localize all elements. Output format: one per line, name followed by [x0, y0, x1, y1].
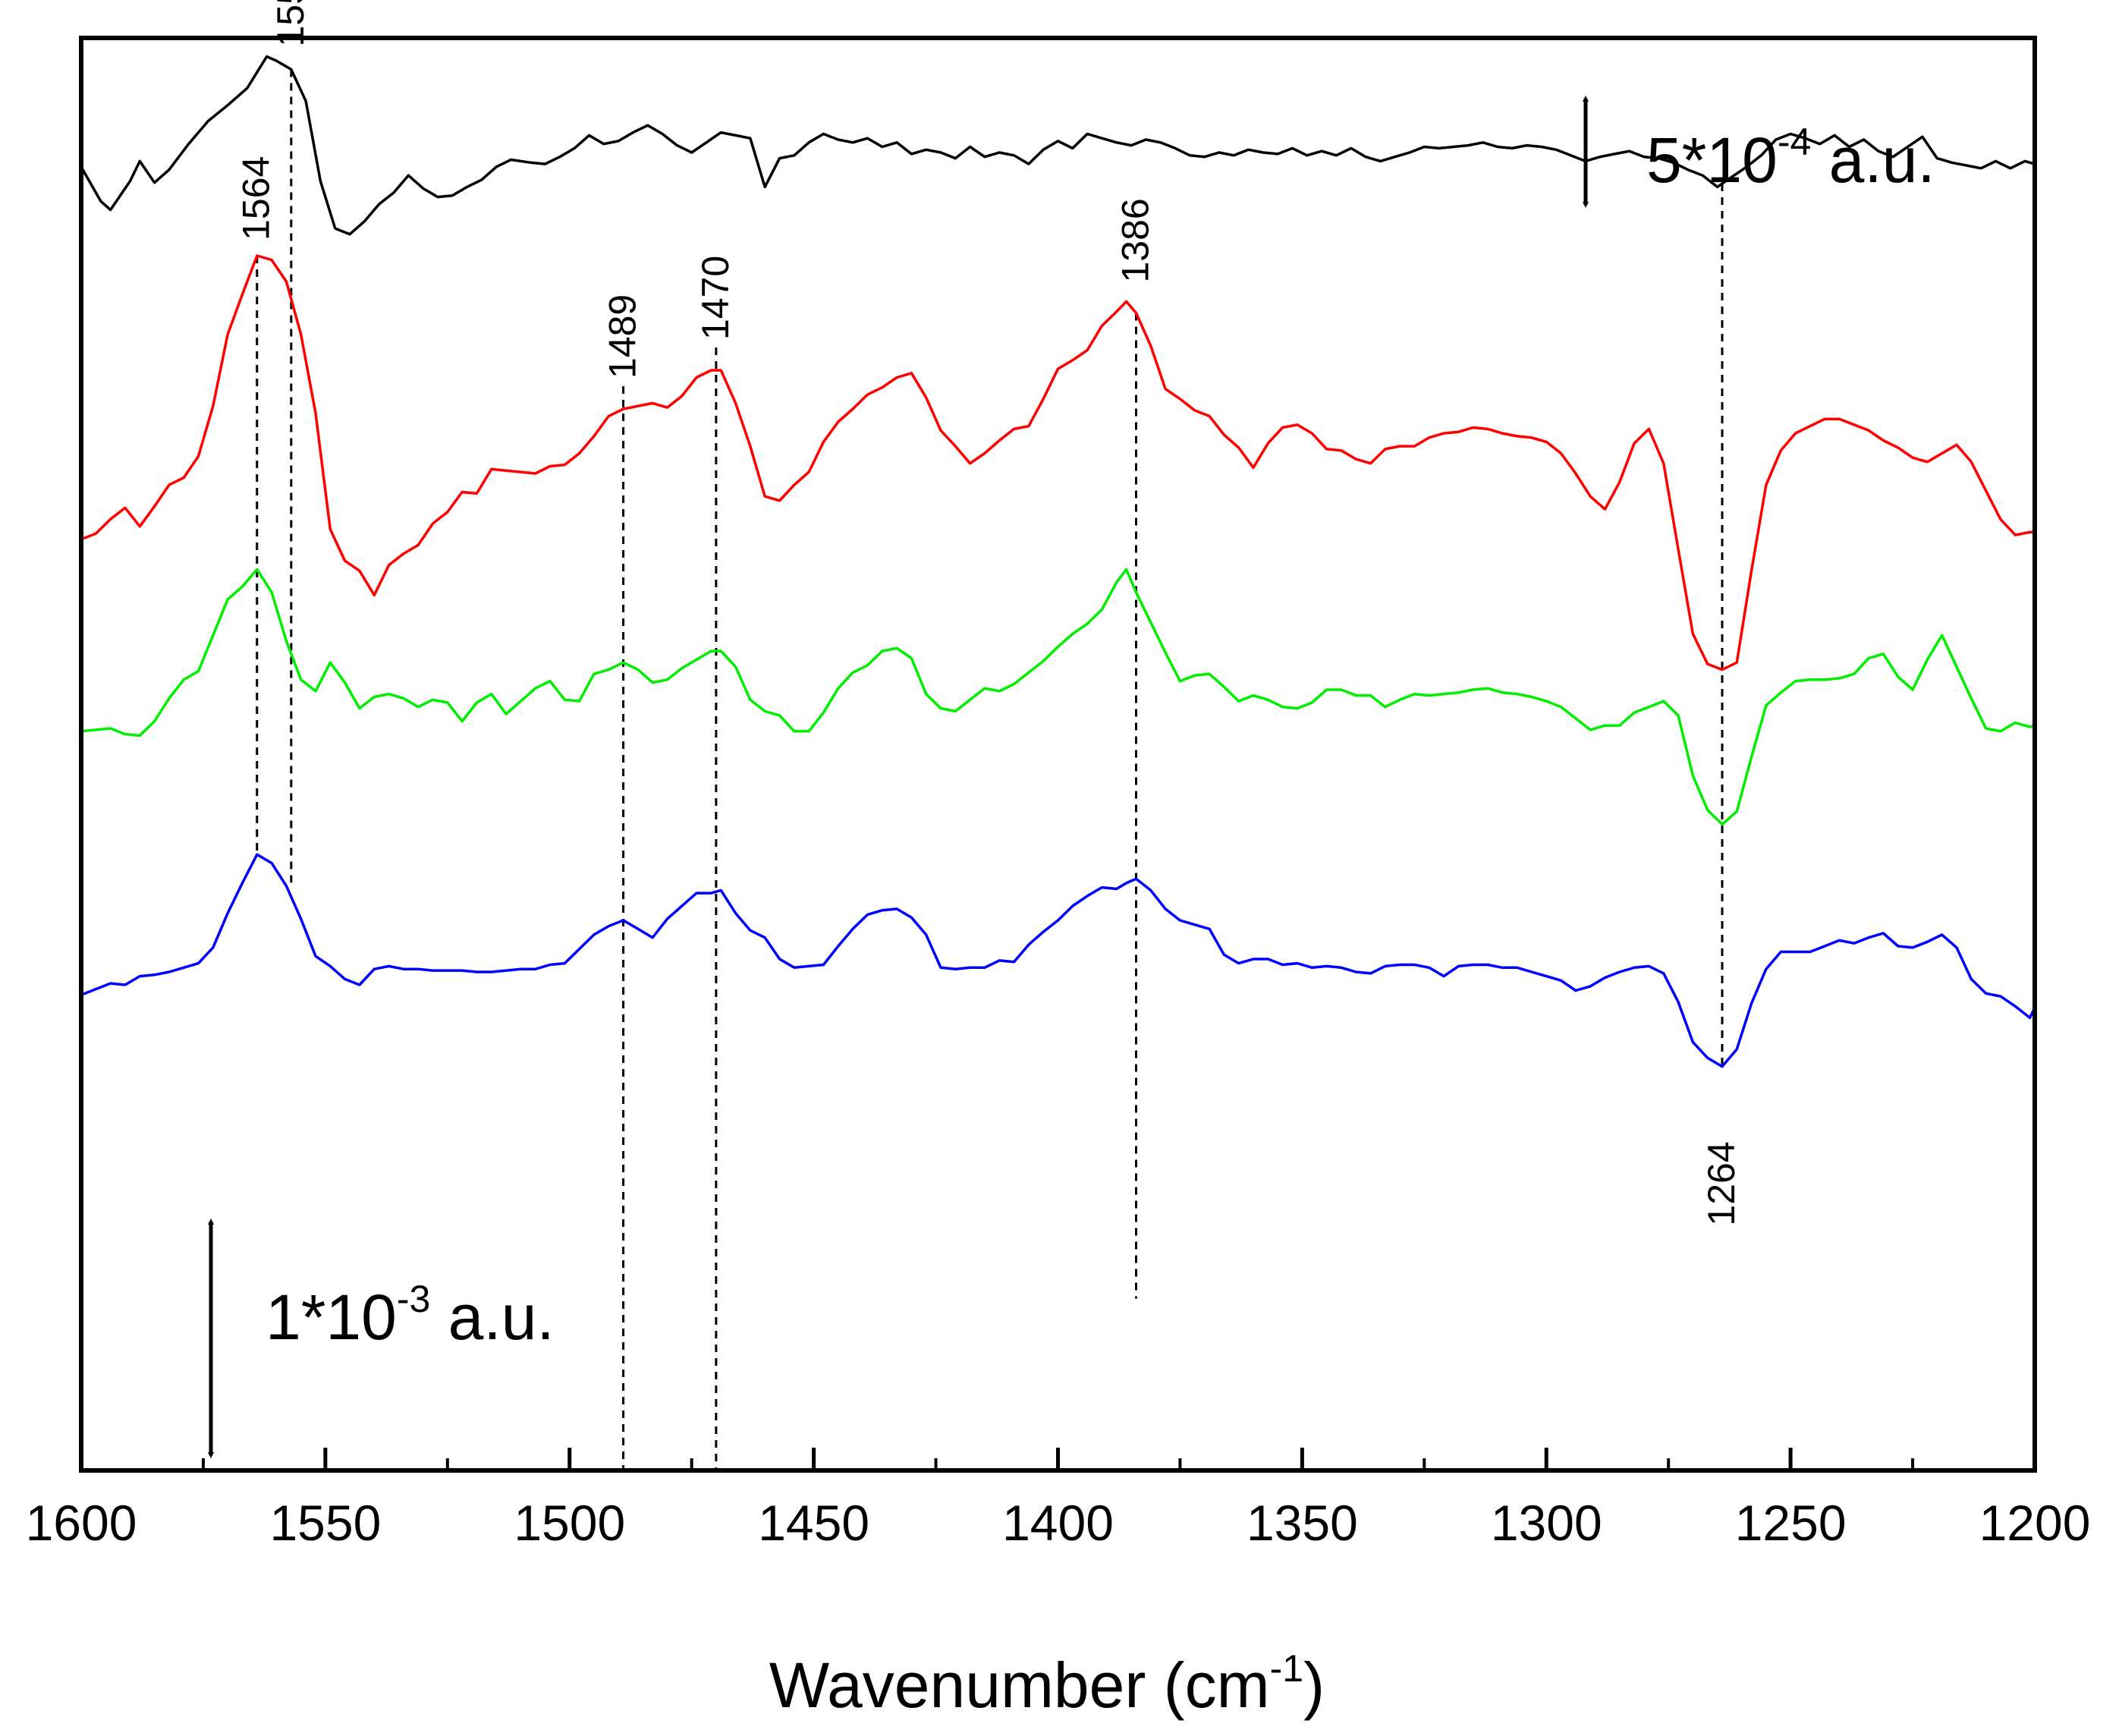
x-tick-label: 1600 [26, 1495, 137, 1551]
scale-bar-top: 5*10-4 a.u. [1583, 96, 1935, 208]
peak-guide-lines [256, 69, 1724, 1470]
spectra-series [80, 55, 2036, 1068]
x-tick-label: 1550 [269, 1495, 381, 1551]
peak-label-1264: 1264 [1700, 1141, 1743, 1225]
peak-label-1564: 1564 [235, 156, 278, 241]
x-tick-label: 1400 [1002, 1495, 1114, 1551]
scale-bar-bottom: 1*10-3 a.u. [208, 1219, 555, 1458]
x-tick-label: 1500 [514, 1495, 625, 1551]
series-red-line [80, 254, 2035, 671]
x-tick-label: 1350 [1246, 1495, 1358, 1551]
x-tick-label: 1200 [1979, 1495, 2091, 1551]
x-tick-label: 1450 [758, 1495, 869, 1551]
peak-label-1470: 1470 [694, 256, 737, 340]
peak-label-1489: 1489 [602, 294, 644, 379]
scale-label-top: 5*10-4 a.u. [1646, 121, 1935, 196]
series-green-line [80, 568, 2036, 826]
series-black-line [80, 55, 2036, 236]
x-tick-label: 1300 [1491, 1495, 1602, 1551]
x-axis-ticks: 1600 1550 1500 1450 1400 1350 1300 1250 1200 [26, 1448, 2091, 1551]
x-tick-label: 1250 [1735, 1495, 1847, 1551]
scale-label-bottom: 1*10-3 a.u. [266, 1278, 555, 1353]
x-axis-title: Wavenumber (cm-1) [769, 1647, 1325, 1721]
plot-frame [79, 36, 2037, 1473]
series-blue-line [80, 853, 2036, 1068]
peak-label-1386: 1386 [1114, 198, 1157, 282]
